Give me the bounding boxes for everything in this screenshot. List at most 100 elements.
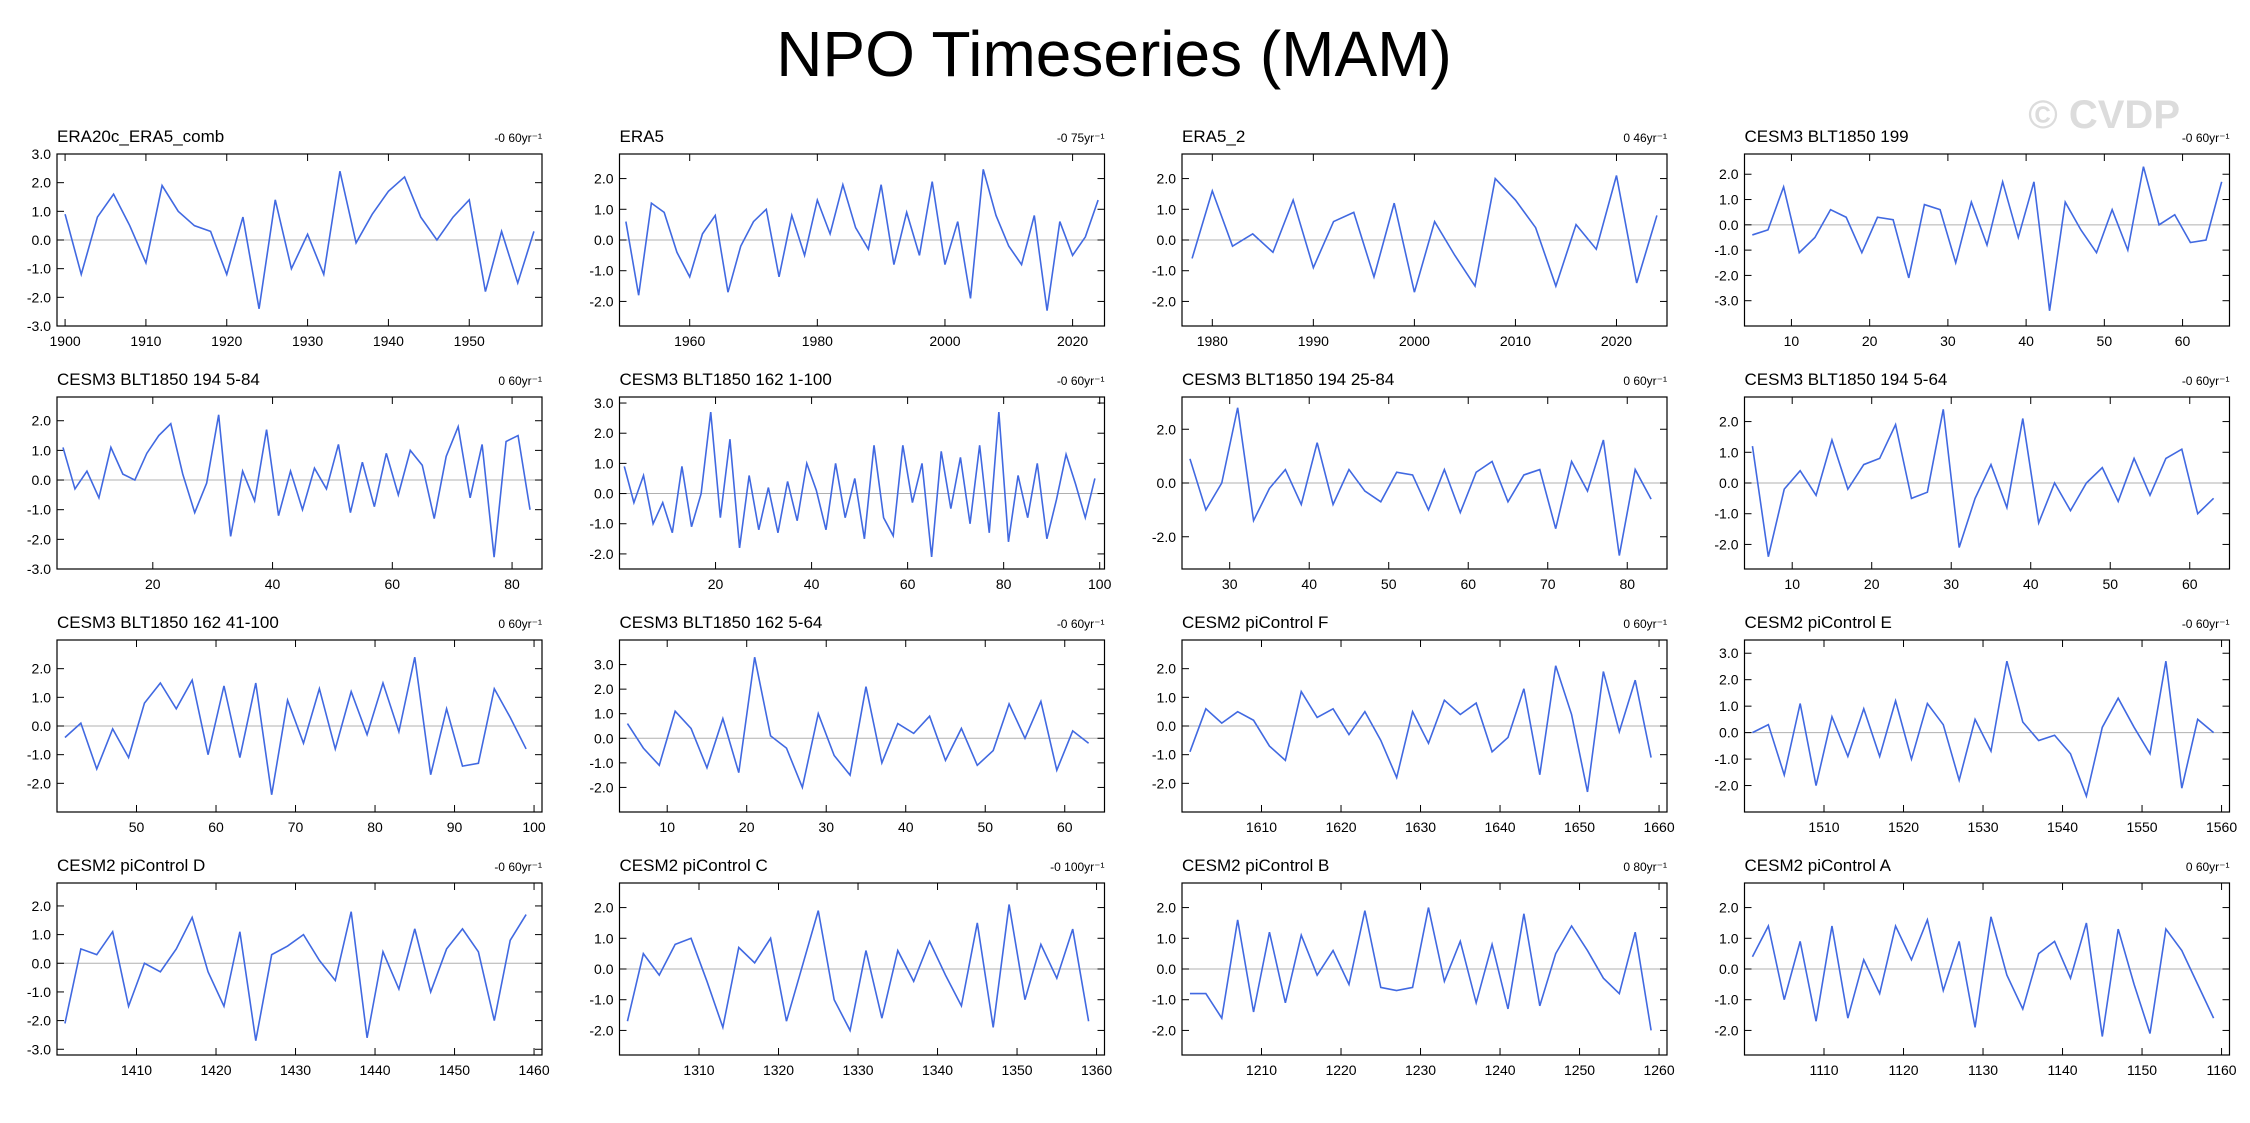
- y-tick-label: 1.0: [32, 203, 52, 219]
- panel-title: CESM3 BLT1850 162 41-100: [57, 613, 279, 632]
- y-tick-label: 1.0: [1719, 930, 1739, 946]
- x-tick-label: 30: [818, 819, 834, 835]
- x-tick-label: 1130: [1968, 1062, 1998, 1078]
- trend-label: 0 60yr⁻¹: [1623, 374, 1667, 388]
- y-tick-label: 0.0: [1157, 961, 1177, 977]
- x-tick-label: 1900: [50, 333, 81, 349]
- panel: CESM3 BLT1850 194 5-64 -0 60yr⁻¹ 2.0 1.0 0.0…: [1714, 370, 2231, 592]
- panel: CESM2 piControl B 0 80yr⁻¹ 2.0 1.0 0.0 -1.0 -2…: [1152, 856, 1675, 1078]
- plot-frame: [618, 639, 1106, 813]
- y-tick-label: 1.0: [1157, 930, 1177, 946]
- x-tick-label: 1960: [674, 333, 705, 349]
- trend-label: -0 60yr⁻¹: [494, 131, 542, 145]
- trend-label: -0 75yr⁻¹: [1057, 131, 1105, 145]
- y-tick-label: -2.0: [589, 1022, 613, 1038]
- y-tick-label: -2.0: [1152, 529, 1176, 545]
- trend-label: 0 60yr⁻¹: [498, 617, 542, 631]
- x-tick-label: 70: [288, 819, 304, 835]
- x-tick-label: 1620: [1325, 819, 1356, 835]
- y-tick-label: -2.0: [1152, 1022, 1176, 1038]
- y-tick-label: 2.0: [32, 175, 52, 191]
- y-tick-label: -1.0: [1152, 263, 1176, 279]
- y-tick-label: -1.0: [1152, 747, 1176, 763]
- x-tick-label: 40: [2023, 576, 2039, 592]
- y-tick-label: 1.0: [1157, 201, 1177, 217]
- series-line: [1751, 916, 2215, 1037]
- x-tick-label: 1520: [1888, 819, 1919, 835]
- x-tick-label: 30: [1943, 576, 1959, 592]
- plot-frame: [1743, 882, 2231, 1056]
- x-tick-label: 1230: [1405, 1062, 1436, 1078]
- y-tick-label: -2.0: [1152, 775, 1176, 791]
- series-line: [64, 657, 527, 795]
- y-tick-label: -2.0: [589, 293, 613, 309]
- y-tick-label: -1.0: [589, 992, 613, 1008]
- trend-label: 0 46yr⁻¹: [1623, 131, 1667, 145]
- series-line: [1751, 409, 2215, 557]
- y-tick-label: 0.0: [594, 486, 614, 502]
- series-line: [1752, 660, 2215, 799]
- y-tick-label: 0.0: [32, 472, 52, 488]
- y-tick-label: -1.0: [1714, 992, 1738, 1008]
- x-tick-label: 1110: [1809, 1062, 1838, 1078]
- y-tick-label: 3.0: [1719, 645, 1739, 661]
- series-line: [625, 169, 1099, 311]
- x-tick-label: 1260: [1643, 1062, 1674, 1078]
- x-tick-label: 1220: [1325, 1062, 1356, 1078]
- x-tick-label: 20: [708, 576, 724, 592]
- plot-frame: [618, 153, 1106, 327]
- x-tick-label: 50: [1381, 576, 1397, 592]
- trend-label: 0 80yr⁻¹: [1623, 860, 1667, 874]
- trend-label: -0 60yr⁻¹: [1057, 374, 1105, 388]
- y-tick-label: -1.0: [1714, 242, 1738, 258]
- x-tick-label: 1160: [2206, 1062, 2236, 1078]
- watermark: © CVDP: [2028, 93, 2180, 137]
- x-tick-label: 60: [385, 576, 401, 592]
- y-tick-label: -1.0: [1152, 992, 1176, 1008]
- x-tick-label: 1330: [842, 1062, 873, 1078]
- series-line: [626, 657, 1090, 791]
- plot-frame: [1181, 153, 1668, 327]
- panel: CESM2 piControl F 0 60yr⁻¹ 2.0 1.0 0.0 -1.0 -2…: [1152, 613, 1675, 835]
- y-tick-label: 2.0: [32, 661, 52, 677]
- panel-title: CESM2 piControl C: [620, 856, 768, 875]
- y-tick-label: 2.0: [594, 900, 614, 916]
- y-tick-label: -1.0: [589, 516, 613, 532]
- x-tick-label: 1660: [1643, 819, 1674, 835]
- y-tick-label: 2.0: [594, 425, 614, 441]
- y-tick-label: 2.0: [1719, 672, 1739, 688]
- x-tick-label: 1150: [2127, 1062, 2157, 1078]
- y-tick-label: 0.0: [1719, 961, 1739, 977]
- y-tick-label: -3.0: [27, 318, 51, 334]
- y-tick-label: 0.0: [594, 232, 614, 248]
- x-tick-label: 10: [1784, 576, 1800, 592]
- plot-frame: [56, 396, 543, 570]
- y-tick-label: 0.0: [32, 718, 52, 734]
- y-tick-label: -2.0: [589, 779, 613, 795]
- x-tick-label: 40: [804, 576, 820, 592]
- x-tick-label: 1530: [1967, 819, 1998, 835]
- panel: ERA20c_ERA5_comb -0 60yr⁻¹ 3.0 2.0 1.0 0.0 -1.…: [27, 127, 543, 349]
- y-tick-label: -1.0: [589, 755, 613, 771]
- x-tick-label: 1510: [1808, 819, 1839, 835]
- plot-frame: [1181, 396, 1668, 570]
- y-tick-label: 0.0: [1719, 475, 1739, 491]
- y-tick-label: -1.0: [589, 263, 613, 279]
- y-tick-label: 0.0: [1157, 232, 1177, 248]
- series-line: [1189, 665, 1652, 793]
- trend-label: -0 60yr⁻¹: [494, 860, 542, 874]
- x-tick-label: 50: [2097, 333, 2113, 349]
- x-tick-label: 40: [265, 576, 281, 592]
- panel-title: CESM3 BLT1850 199: [1745, 127, 1909, 146]
- y-tick-label: 0.0: [32, 955, 52, 971]
- y-tick-label: 2.0: [1157, 900, 1177, 916]
- x-tick-label: 1630: [1405, 819, 1436, 835]
- x-tick-label: 80: [996, 576, 1012, 592]
- y-tick-label: 2.0: [1719, 900, 1739, 916]
- panel: CESM3 BLT1850 199 -0 60yr⁻¹ 2.0 1.0 0.0 -1.0 -…: [1714, 127, 2231, 349]
- panel-title: CESM2 piControl A: [1745, 856, 1892, 875]
- trend-label: -0 60yr⁻¹: [2182, 374, 2230, 388]
- panel-title: CESM2 piControl B: [1182, 856, 1329, 875]
- y-tick-label: 2.0: [1157, 661, 1177, 677]
- x-tick-label: 50: [977, 819, 993, 835]
